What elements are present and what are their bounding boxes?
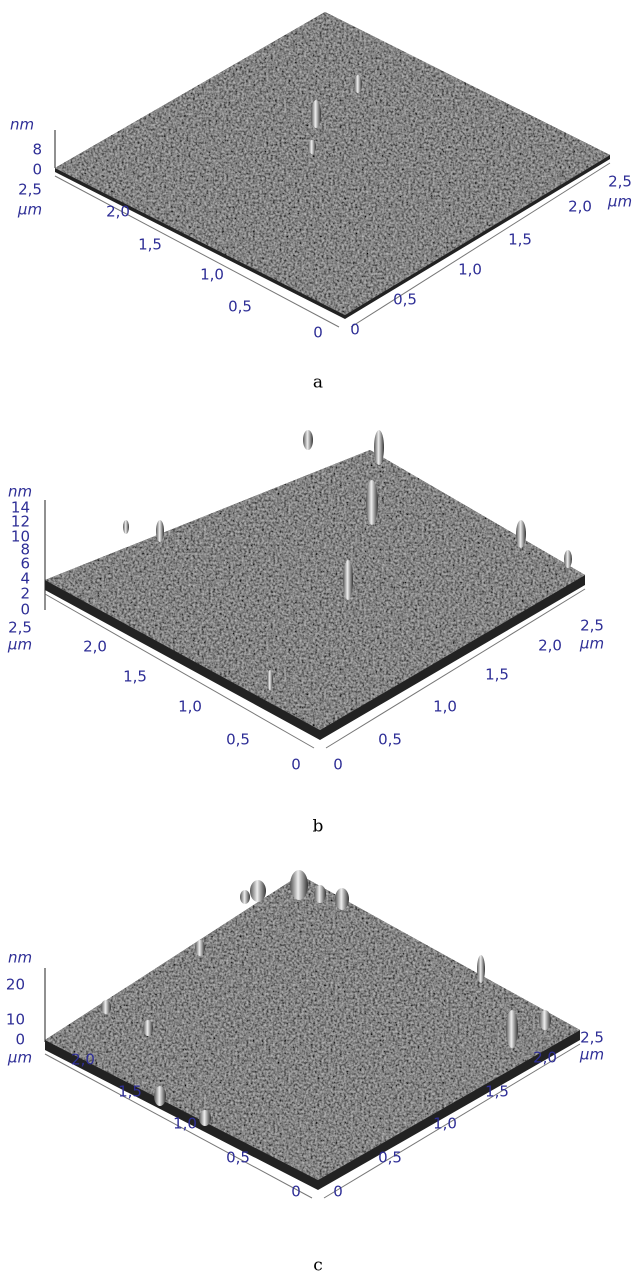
left-tick-label: 0	[291, 756, 301, 774]
surface-peak	[335, 888, 349, 910]
panel-caption: b	[313, 817, 324, 837]
left-unit: µm	[7, 636, 32, 654]
z-tick-label: 0	[20, 601, 30, 619]
right-tick-label: 0	[333, 756, 343, 774]
left-tick-label: 0,5	[226, 731, 250, 749]
surface-peak	[564, 550, 572, 568]
right-tick-label: 2,5	[580, 1029, 604, 1047]
left-tick-label: 2,5	[18, 181, 42, 199]
left-tick-label: 0,5	[228, 298, 252, 316]
surface-peak	[267, 670, 273, 690]
left-tick-label: 0	[291, 1183, 301, 1201]
panel-caption: c	[313, 1256, 323, 1276]
right-tick-label: 1,5	[508, 231, 532, 249]
surface-peak	[240, 890, 250, 904]
right-tick-label: 0	[350, 321, 360, 339]
right-unit: µm	[579, 635, 604, 653]
z-tick-label: 0	[15, 1031, 25, 1049]
right-tick-label: 2,5	[580, 617, 604, 635]
surface-texture	[55, 12, 610, 315]
surface-peak	[314, 885, 326, 903]
z-unit: nm	[10, 116, 34, 134]
surface-peak	[123, 520, 129, 534]
right-tick-label: 1,0	[458, 261, 482, 279]
surface-peak	[156, 520, 164, 542]
right-tick-label: 0,5	[378, 731, 402, 749]
figure: nm802,52,01,51,00,50µm00,51,01,52,02,5µm…	[0, 0, 636, 1280]
left-tick-label: 1,5	[123, 668, 147, 686]
surface-peak	[143, 1020, 153, 1036]
panel-caption: a	[313, 373, 323, 393]
z-tick-label: 10	[6, 1011, 25, 1029]
right-tick-label: 0,5	[378, 1149, 402, 1167]
left-tick-label: 2,0	[106, 203, 130, 221]
left-tick-label: 1,0	[200, 266, 224, 284]
right-tick-label: 1,0	[433, 1115, 457, 1133]
surface-peak	[506, 1010, 518, 1048]
z-unit: nm	[8, 949, 32, 967]
surface-peak	[290, 870, 308, 900]
right-tick-label: 1,0	[433, 698, 457, 716]
z-tick-label: 0	[32, 161, 42, 179]
z-tick-label: 20	[6, 976, 25, 994]
left-tick-label: 1,0	[173, 1115, 197, 1133]
surface-peak	[250, 880, 266, 902]
left-tick-label: 1,0	[178, 698, 202, 716]
right-tick-label: 2,0	[538, 637, 562, 655]
surface-peak	[101, 1000, 111, 1014]
left-tick-label: 0,5	[226, 1149, 250, 1167]
right-tick-label: 0	[333, 1183, 343, 1201]
right-unit: µm	[579, 1046, 604, 1064]
left-tick-label: 2,0	[71, 1051, 95, 1069]
surface-peak	[303, 430, 313, 450]
right-tick-label: 2,0	[533, 1049, 557, 1067]
right-tick-label: 2,0	[568, 198, 592, 216]
surface-peak	[354, 75, 362, 93]
right-tick-label: 1,5	[485, 1083, 509, 1101]
surface-texture	[45, 875, 580, 1180]
surface-peak	[539, 1010, 551, 1030]
right-tick-label: 0,5	[393, 291, 417, 309]
surface-peak	[366, 480, 378, 525]
left-tick-label: 1,5	[138, 236, 162, 254]
left-tick-label: 2,0	[83, 638, 107, 656]
surface-peak	[516, 520, 526, 548]
surface-peak	[154, 1086, 166, 1106]
left-unit: µm	[7, 1049, 32, 1067]
left-tick-label: 0	[313, 324, 323, 342]
right-tick-label: 2,5	[608, 173, 632, 191]
z-tick-label: 8	[32, 141, 42, 159]
left-unit: µm	[17, 201, 42, 219]
surface-peak	[477, 955, 485, 983]
surface-peak	[311, 100, 321, 128]
surface-peak	[374, 430, 384, 465]
right-tick-label: 1,5	[485, 666, 509, 684]
surface-texture	[45, 450, 585, 730]
surface-peak	[199, 1110, 211, 1126]
surface-peak	[343, 560, 353, 600]
left-tick-label: 1,5	[118, 1083, 142, 1101]
right-unit: µm	[607, 193, 632, 211]
surface-peak	[308, 140, 316, 154]
surface-peak	[195, 940, 205, 956]
left-tick-label: 2,5	[8, 619, 32, 637]
